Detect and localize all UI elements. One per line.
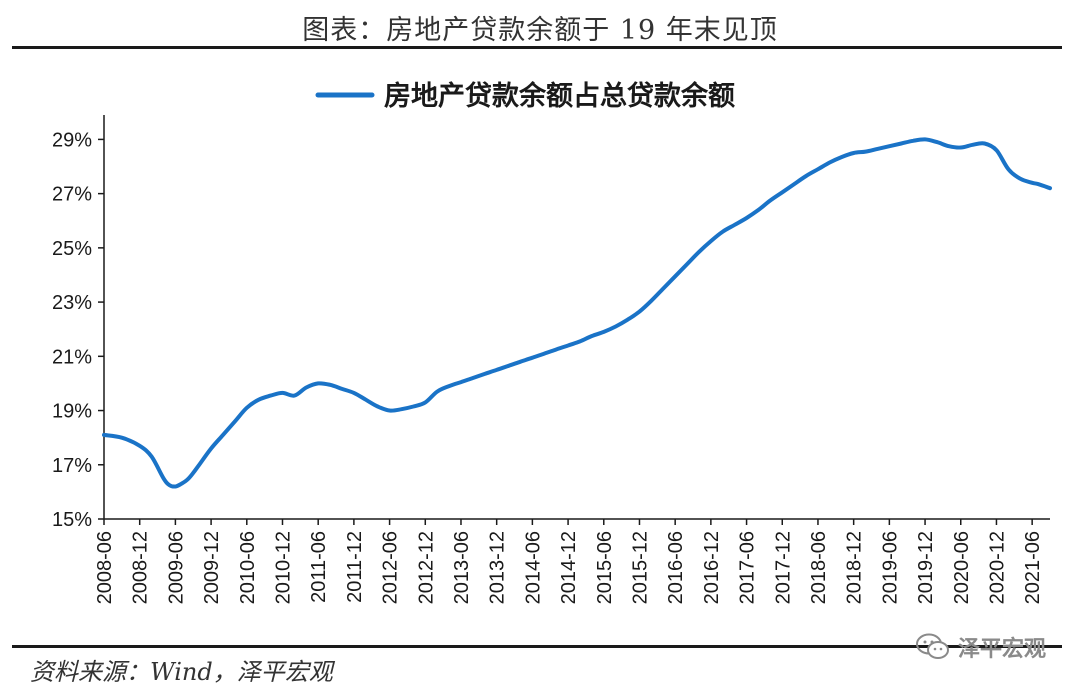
x-tick-label: 2011-12 [344,531,366,603]
x-tick-label: 2018-06 [808,531,830,604]
source-note: 资料来源：Wind，泽平宏观 [30,658,333,686]
x-tick-label: 2010-06 [237,531,259,604]
x-tick-label: 2017-06 [737,531,759,604]
watermark: 泽平宏观 [915,631,1046,663]
x-tick-label: 2012-12 [415,531,437,604]
top-rule [12,46,1062,49]
y-tick-label: 25% [52,238,92,260]
y-tick-label: 23% [52,292,92,314]
x-tick-label: 2013-06 [451,531,473,604]
y-tick-label: 29% [52,129,92,151]
y-tick-label: 27% [52,184,92,206]
y-axis: 15% 17% 19% 21% 23% 25% 27% 29% [52,115,105,531]
watermark-label: 泽平宏观 [957,637,1046,662]
x-tick-label: 2020-06 [951,531,973,604]
legend: 房地产贷款余额占总贷款余额 [315,80,735,112]
bottom-rule [12,645,1062,648]
y-tick-label: 21% [52,346,92,368]
legend-label: 房地产贷款余额占总贷款余额 [384,80,735,112]
x-tick-label: 2009-06 [165,531,187,604]
y-tick-label: 17% [52,455,92,477]
x-tick-label: 2011-06 [308,531,330,603]
x-tick-label: 2017-12 [772,531,794,604]
series-line [102,137,1052,489]
x-tick-label: 2014-12 [558,531,580,604]
x-tick-label: 2019-06 [879,531,901,604]
x-tick-label: 2015-12 [629,531,651,604]
y-tick-label: 19% [52,401,92,423]
x-tick-label: 2018-12 [844,531,866,604]
x-tick-label: 2014-06 [522,531,544,604]
x-tick-label: 2013-12 [487,531,509,604]
x-tick-label: 2016-06 [665,531,687,604]
x-tick-label: 2009-12 [201,531,223,604]
x-tick-label: 2016-12 [701,531,723,604]
wechat-icon [915,633,949,659]
x-tick-label: 2012-06 [380,531,402,604]
x-tick-label: 2008-12 [130,531,152,604]
x-tick-label: 2008-06 [94,531,116,604]
x-axis: 2008-06 2008-12 2009-06 2009-12 2010-06 2010-… [94,518,1050,604]
y-tick-label: 15% [52,509,92,531]
x-tick-label: 2021-06 [1022,531,1044,604]
x-tick-label: 2019-12 [915,531,937,604]
page-title: 图表：房地产贷款余额于 19 年末见顶 [302,15,778,46]
x-tick-label: 2010-12 [272,531,294,604]
series-layer [102,137,1052,489]
x-tick-label: 2020-12 [986,531,1008,604]
x-tick-label: 2015-06 [594,531,616,604]
